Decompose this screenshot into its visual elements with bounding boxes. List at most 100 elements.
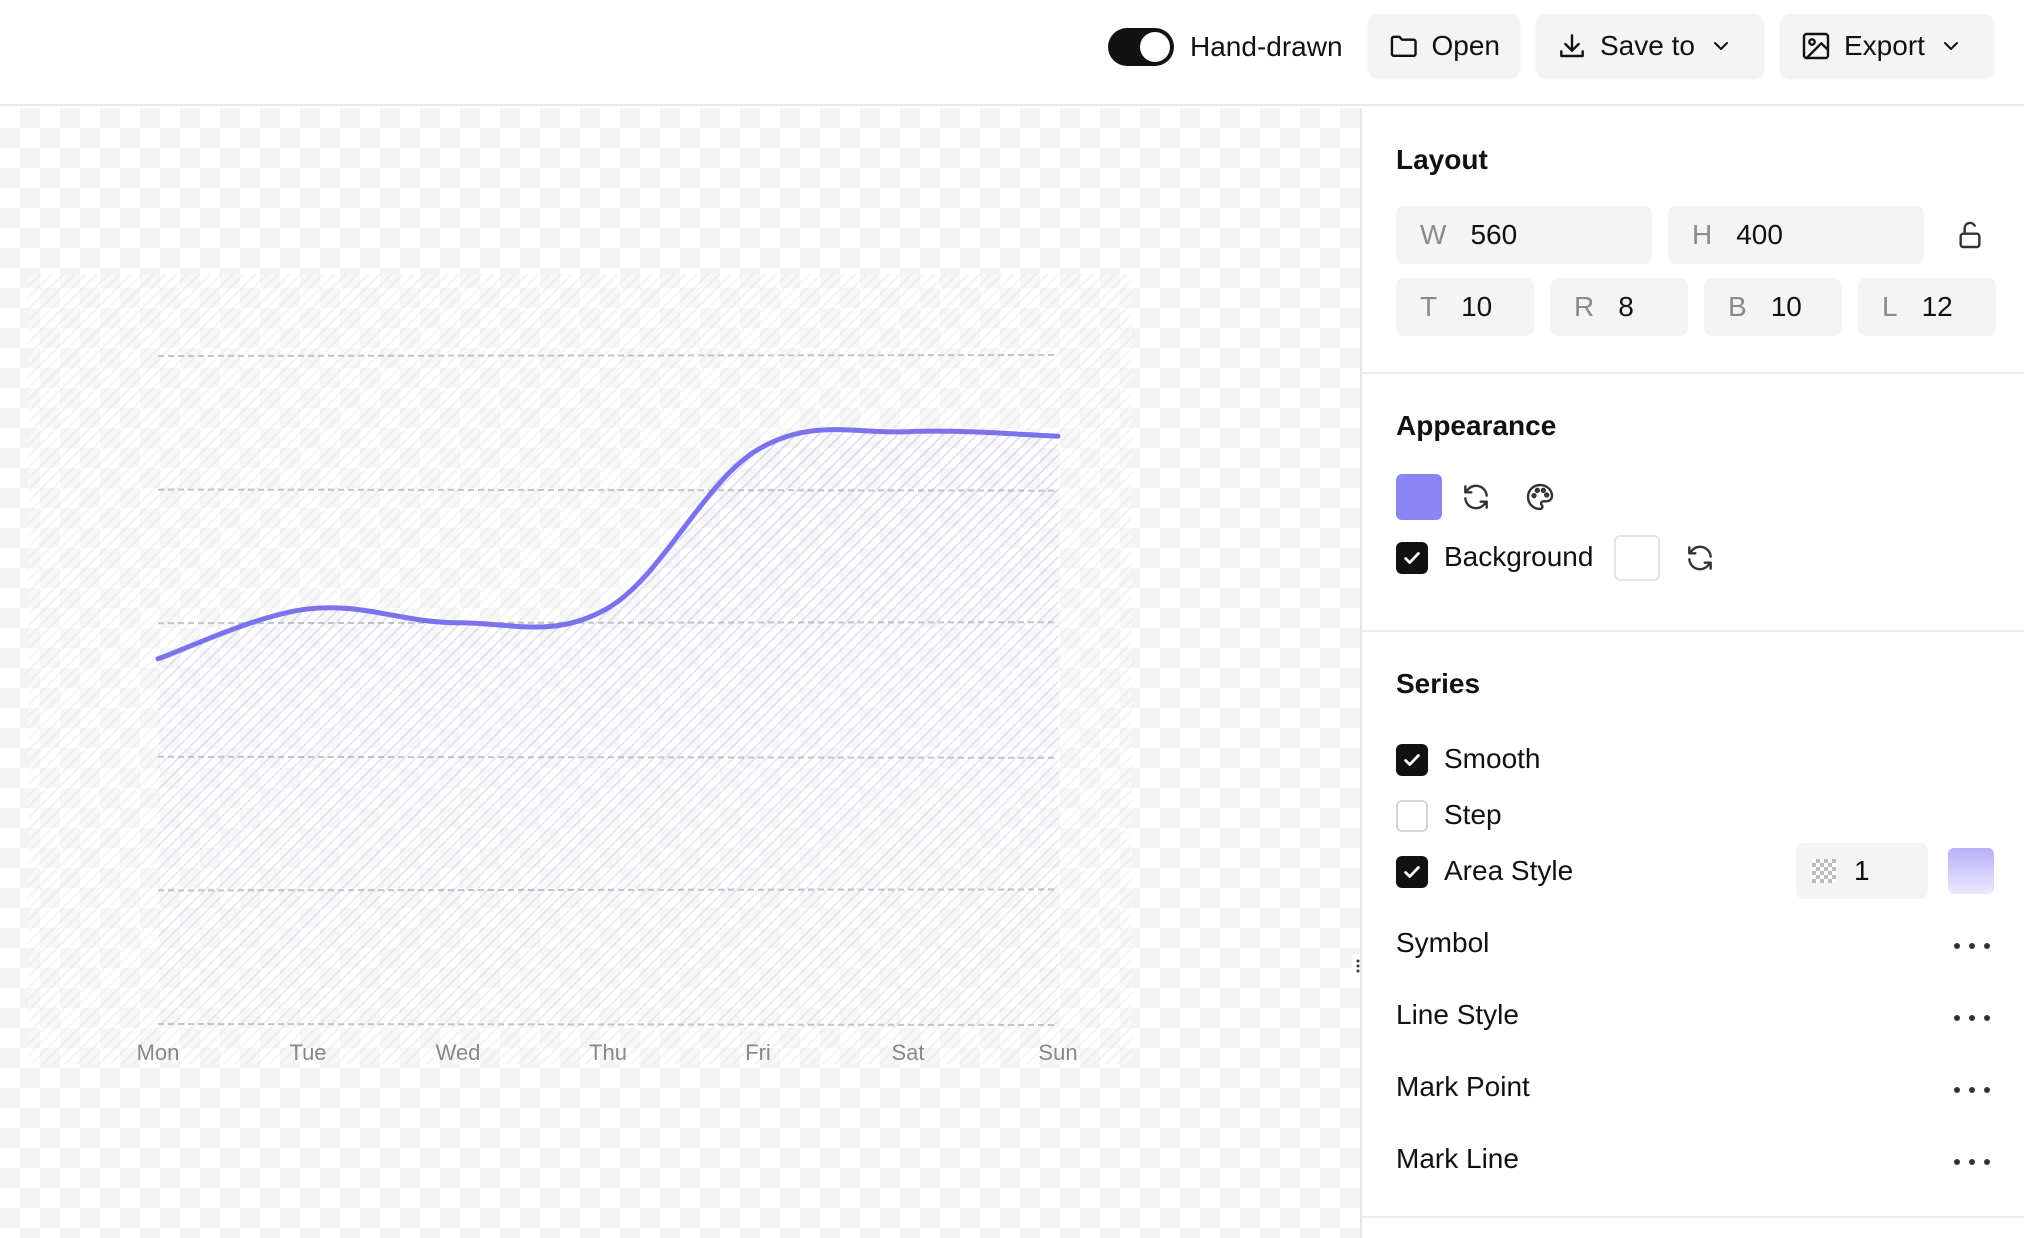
unlock-icon <box>1959 221 1981 249</box>
folder-icon <box>1390 35 1417 58</box>
mark-point-more-button[interactable] <box>1954 1080 1990 1100</box>
settings-panel: Layout W 560 H 400 T 10 R 8 B 10 L 12 <box>1360 108 2024 1238</box>
chart-card: Mon Tue Wed Thu Fri Sat Sun <box>28 274 1132 1064</box>
area-opacity-value: 1 <box>1854 855 1870 886</box>
layout-section: Layout W 560 H 400 T 10 R 8 B 10 L 12 <box>1362 108 2024 374</box>
area-fill <box>158 429 1058 1024</box>
x-tick-label: Sun <box>1038 1040 1077 1064</box>
area-opacity-field[interactable]: 1 <box>1796 843 1928 899</box>
series-section: Series Smooth Step Area Style 1 Symbol L… <box>1362 632 2024 1218</box>
x-tick-label: Thu <box>589 1040 627 1064</box>
series-title: Series <box>1396 668 1481 699</box>
refresh-icon <box>1688 545 1712 571</box>
bottom-padding-value: 10 <box>1770 291 1802 322</box>
dot <box>1969 1015 1975 1021</box>
x-tick-label: Mon <box>137 1040 180 1064</box>
dot <box>1969 1159 1975 1165</box>
download-icon <box>1560 34 1584 58</box>
palette-icon <box>1526 483 1554 511</box>
export-label: Export <box>1844 30 1925 61</box>
step-label: Step <box>1444 799 1502 830</box>
dot <box>1954 1159 1960 1165</box>
dot <box>1984 1015 1990 1021</box>
right-padding-field[interactable]: R 8 <box>1550 278 1688 336</box>
area-chart: Mon Tue Wed Thu Fri Sat Sun <box>137 354 1078 1064</box>
series-line <box>155 427 1061 662</box>
x-axis-labels: Mon Tue Wed Thu Fri Sat Sun <box>137 1040 1078 1064</box>
background-checkbox[interactable] <box>1396 542 1428 574</box>
left-padding-label: L <box>1882 291 1898 322</box>
reset-background-button[interactable] <box>1680 538 1720 578</box>
toggle-knob <box>1140 32 1170 62</box>
dot <box>1969 943 1975 949</box>
line-style-more-button[interactable] <box>1954 1008 1990 1028</box>
x-tick-label: Fri <box>745 1040 771 1064</box>
export-button[interactable]: Export <box>1780 14 1994 78</box>
top-toolbar: Hand-drawn Open Save to Export <box>0 0 2024 106</box>
right-padding-value: 8 <box>1618 291 1634 322</box>
height-field[interactable]: H 400 <box>1668 206 1924 264</box>
checkmark-icon <box>1404 754 1420 766</box>
x-tick-label: Tue <box>289 1040 326 1064</box>
background-label: Background <box>1444 541 1594 572</box>
bottom-padding-label: B <box>1728 291 1747 322</box>
palette-button[interactable] <box>1520 477 1560 517</box>
smooth-label: Smooth <box>1444 743 1541 774</box>
open-button[interactable]: Open <box>1368 14 1520 78</box>
randomize-color-button[interactable] <box>1456 477 1496 517</box>
series-color-swatch[interactable] <box>1396 474 1442 520</box>
area-style-checkbox[interactable] <box>1396 856 1428 888</box>
appearance-section: Appearance Background <box>1362 374 2024 632</box>
grid-line <box>157 354 1059 357</box>
smooth-checkbox[interactable] <box>1396 744 1428 776</box>
aspect-lock-button[interactable] <box>1950 215 1990 255</box>
left-padding-field[interactable]: L 12 <box>1858 278 1996 336</box>
right-padding-label: R <box>1574 291 1595 322</box>
save-to-label: Save to <box>1600 30 1695 61</box>
x-tick-label: Sat <box>891 1040 924 1064</box>
refresh-icon <box>1464 484 1488 510</box>
top-padding-label: T <box>1420 291 1438 322</box>
top-padding-field[interactable]: T 10 <box>1396 278 1534 336</box>
width-field[interactable]: W 560 <box>1396 206 1652 264</box>
mark-point-label: Mark Point <box>1396 1071 1530 1102</box>
dot <box>1954 1015 1960 1021</box>
top-padding-value: 10 <box>1461 291 1493 322</box>
chart-canvas: Mon Tue Wed Thu Fri Sat Sun <box>0 108 1368 1238</box>
chevron-down-icon <box>1713 42 1728 50</box>
width-value: 560 <box>1470 219 1518 250</box>
dot <box>1969 1087 1975 1093</box>
save-to-button[interactable]: Save to <box>1536 14 1764 78</box>
step-checkbox[interactable] <box>1396 800 1428 832</box>
symbol-label: Symbol <box>1396 927 1490 958</box>
checkmark-icon <box>1404 866 1420 878</box>
height-label: H <box>1692 219 1713 250</box>
hand-drawn-label: Hand-drawn <box>1190 31 1343 62</box>
background-color-swatch[interactable] <box>1614 535 1660 581</box>
x-tick-label: Wed <box>436 1040 481 1064</box>
area-color-swatch[interactable] <box>1948 848 1994 894</box>
layout-title: Layout <box>1396 144 1488 175</box>
mark-line-more-button[interactable] <box>1954 1152 1990 1172</box>
left-padding-value: 12 <box>1921 291 1953 322</box>
checkmark-icon <box>1404 552 1420 564</box>
height-value: 400 <box>1736 219 1783 250</box>
dot <box>1984 943 1990 949</box>
dot <box>1984 1159 1990 1165</box>
line-style-label: Line Style <box>1396 999 1519 1030</box>
symbol-more-button[interactable] <box>1954 936 1990 956</box>
dot <box>1984 1087 1990 1093</box>
image-export-icon <box>1802 32 1830 60</box>
dot <box>1954 943 1960 949</box>
chevron-down-icon <box>1943 42 1958 50</box>
appearance-title: Appearance <box>1396 410 1557 441</box>
hand-drawn-toggle[interactable] <box>1108 28 1174 66</box>
hand-drawn-toggle-group[interactable]: Hand-drawn <box>1108 28 1343 66</box>
area-style-label: Area Style <box>1444 855 1574 886</box>
opacity-checker-icon <box>1812 859 1836 883</box>
mark-line-label: Mark Line <box>1396 1143 1519 1174</box>
dot <box>1954 1087 1960 1093</box>
bottom-padding-field[interactable]: B 10 <box>1704 278 1842 336</box>
grid-line <box>157 1023 1059 1026</box>
width-label: W <box>1420 219 1447 250</box>
